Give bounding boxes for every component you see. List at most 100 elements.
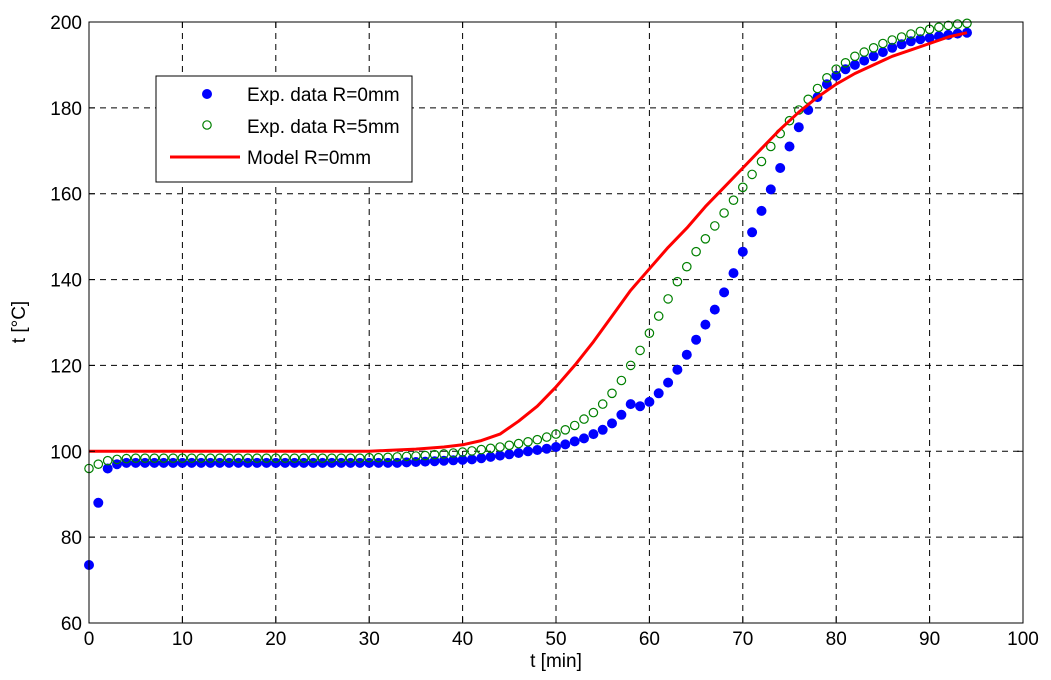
series-2-point	[719, 208, 729, 218]
y-tick-label: 120	[50, 356, 82, 377]
x-tick-label: 30	[359, 629, 380, 650]
series-1-point	[112, 459, 122, 470]
series-2-point	[215, 453, 225, 463]
series-2-point	[457, 447, 468, 457]
series-2-point	[625, 360, 636, 371]
series-2-point	[962, 18, 972, 29]
series-2-point	[952, 19, 963, 29]
series-1-point	[569, 436, 580, 447]
series-1-point	[663, 377, 674, 388]
series-2-point	[532, 434, 543, 445]
y-tick-label: 140	[50, 271, 82, 292]
series-2-point	[569, 420, 580, 431]
series-1-point	[747, 227, 758, 238]
series-1-point	[905, 36, 916, 47]
x-tick-label: 80	[826, 629, 847, 650]
series-2-point	[681, 261, 692, 272]
y-axis-label: t [°C]	[9, 301, 30, 343]
series-2-point	[93, 459, 104, 469]
series-2-point	[523, 436, 533, 447]
series-1-point	[644, 396, 655, 407]
series-2-point	[205, 453, 216, 463]
series-1-point	[691, 334, 702, 345]
series-1-point	[709, 304, 720, 315]
series-2-point	[756, 156, 767, 167]
series-2-point	[663, 294, 673, 304]
series-2-point	[308, 453, 318, 463]
x-tick-label: 40	[452, 629, 473, 650]
series-1-point	[700, 319, 711, 330]
series-1-point	[551, 442, 561, 452]
series-2-point	[439, 449, 449, 459]
series-2-point	[653, 311, 664, 321]
series-1-point	[672, 364, 683, 375]
y-tick-label: 60	[61, 614, 82, 635]
y-tick-label: 180	[50, 99, 82, 120]
series-2-point	[326, 453, 337, 463]
series-2-point	[252, 453, 262, 463]
legend-label-series-1: Exp. data R=0mm	[247, 85, 400, 106]
series-2-point	[196, 453, 206, 463]
series-1-point	[495, 450, 505, 461]
series-1-point	[579, 433, 589, 444]
series-2-point	[140, 453, 150, 463]
series-2-point	[588, 407, 599, 418]
series-2-point	[812, 83, 823, 94]
legend-label-series-2: Exp. data R=5mm	[247, 117, 400, 138]
series-1-point	[513, 448, 524, 458]
legend-label-series-3: Model R=0mm	[247, 148, 371, 169]
series-2-point	[289, 453, 300, 463]
series-2-point	[112, 454, 122, 465]
series-1-point	[868, 51, 879, 62]
x-tick-label: 60	[639, 629, 660, 650]
series-2-point	[364, 452, 374, 463]
series-2-point	[448, 448, 459, 458]
x-tick-label: 100	[1007, 629, 1039, 650]
series-2-point	[850, 51, 860, 62]
series-1-point	[831, 70, 842, 81]
series-2-point	[373, 452, 384, 463]
y-tick-label: 80	[61, 528, 82, 549]
series-2-point	[579, 414, 589, 424]
series-2-point	[495, 442, 505, 452]
series-2-point	[485, 443, 496, 454]
series-1-point	[625, 399, 636, 410]
series-2-point	[158, 453, 169, 463]
x-tick-label: 50	[545, 629, 566, 650]
series-2-point	[616, 375, 627, 386]
x-tick-label: 0	[84, 629, 95, 650]
series-2-point	[728, 195, 739, 205]
series-1-point	[476, 453, 487, 464]
series-1-point	[849, 59, 860, 70]
series-2-point	[831, 64, 841, 74]
series-1-point	[597, 424, 608, 435]
series-1-point	[607, 418, 617, 429]
legend-marker-series-2	[202, 120, 212, 130]
series-1-point	[523, 446, 533, 457]
series-1-point	[102, 463, 113, 474]
series-2-point	[261, 453, 272, 463]
series-2-point	[317, 453, 328, 463]
series-2-point	[700, 234, 711, 244]
series-2-point	[467, 446, 477, 456]
series-2-point	[551, 429, 561, 439]
series-2-point	[392, 452, 402, 462]
series-2-point	[878, 38, 888, 49]
series-2-point	[737, 182, 748, 193]
series-1-point	[765, 184, 776, 195]
series-2-point	[298, 453, 309, 463]
series-2-point	[607, 388, 617, 399]
series-1-point	[560, 439, 571, 450]
series-1-point	[532, 445, 543, 455]
series-2-point	[934, 22, 944, 32]
series-2-point	[233, 453, 244, 463]
series-1-point	[719, 287, 730, 298]
series-2-point	[504, 440, 515, 451]
y-tick-label: 160	[50, 185, 82, 206]
series-1-point	[653, 388, 664, 399]
series-1-point	[728, 268, 739, 279]
y-tick-label: 200	[50, 13, 82, 34]
series-2-point	[747, 169, 757, 180]
series-2-point	[541, 432, 552, 442]
